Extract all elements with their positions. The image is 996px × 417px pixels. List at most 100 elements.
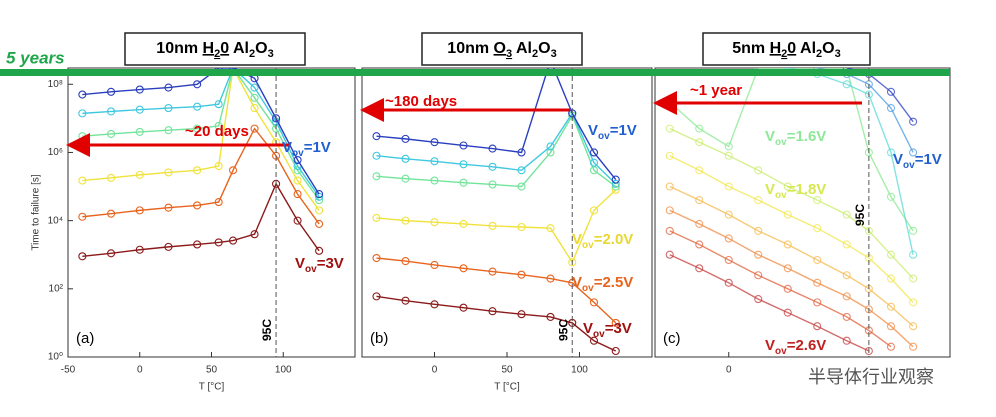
data-point bbox=[193, 166, 202, 175]
title-part: 3 bbox=[268, 48, 274, 60]
data-point bbox=[546, 224, 555, 233]
data-point bbox=[546, 312, 555, 321]
data-point bbox=[517, 166, 526, 175]
title-part: O bbox=[822, 40, 834, 57]
title-part: 0 bbox=[220, 40, 229, 57]
data-point bbox=[813, 298, 822, 307]
panel-label: (c) bbox=[663, 330, 681, 347]
data-point bbox=[250, 83, 259, 92]
data-point bbox=[665, 124, 674, 133]
data-point bbox=[430, 157, 439, 166]
x-tick-label: 100 bbox=[571, 365, 588, 376]
data-point bbox=[611, 175, 620, 184]
data-point bbox=[695, 264, 704, 273]
data-point bbox=[459, 303, 468, 312]
x-tick-label: -50 bbox=[61, 365, 76, 376]
data-point bbox=[589, 336, 599, 345]
data-point bbox=[909, 117, 918, 126]
series-line bbox=[82, 68, 320, 201]
data-point bbox=[135, 127, 144, 136]
data-point bbox=[488, 307, 497, 316]
data-point bbox=[909, 148, 918, 157]
data-point bbox=[517, 182, 526, 191]
data-point bbox=[372, 132, 381, 141]
v-sub: ov bbox=[598, 131, 610, 142]
data-point bbox=[886, 148, 896, 157]
data-point bbox=[754, 295, 763, 304]
reference-label: 95C bbox=[260, 319, 274, 341]
title-part: H bbox=[203, 40, 215, 57]
data-point bbox=[864, 90, 873, 99]
data-point bbox=[517, 222, 526, 232]
v-sub: ov bbox=[775, 137, 787, 148]
series-line bbox=[376, 189, 617, 264]
data-point bbox=[842, 292, 851, 301]
data-point bbox=[813, 278, 822, 287]
series-line bbox=[82, 68, 320, 198]
v-sub: ov bbox=[582, 283, 594, 294]
data-point bbox=[909, 250, 918, 259]
title-box bbox=[702, 32, 871, 66]
data-point bbox=[842, 336, 851, 345]
x-tick-label: 0 bbox=[137, 365, 143, 376]
reference-label: 95C bbox=[853, 204, 867, 226]
data-point bbox=[695, 219, 704, 228]
data-point bbox=[164, 83, 173, 92]
data-point bbox=[695, 138, 704, 147]
series-line bbox=[82, 182, 320, 257]
data-point bbox=[78, 176, 87, 185]
data-point bbox=[665, 182, 674, 191]
data-point bbox=[193, 201, 202, 210]
data-point bbox=[611, 346, 620, 356]
plot-area bbox=[78, 68, 324, 261]
data-point bbox=[754, 166, 763, 175]
x-axis-label: T [°C] bbox=[199, 382, 225, 393]
v: V bbox=[583, 320, 593, 337]
series-line bbox=[376, 114, 617, 188]
data-point bbox=[430, 138, 439, 147]
x-tick-label: 100 bbox=[275, 365, 292, 376]
data-point bbox=[754, 196, 763, 205]
data-point bbox=[107, 209, 116, 218]
x-axis-label: T [°C] bbox=[494, 382, 520, 393]
v: V bbox=[765, 181, 775, 198]
voltage-label: Vov=2.6V bbox=[765, 337, 826, 357]
data-point bbox=[909, 226, 918, 235]
title-part: 3 bbox=[506, 48, 512, 60]
data-point bbox=[78, 252, 87, 261]
y-tick-label: 10⁶ bbox=[48, 147, 63, 158]
data-point bbox=[783, 182, 792, 191]
series-line bbox=[376, 111, 617, 185]
data-point bbox=[315, 219, 324, 228]
data-point bbox=[695, 124, 704, 133]
data-point bbox=[886, 274, 896, 283]
data-point bbox=[315, 246, 324, 255]
v-rest: =2.5V bbox=[594, 274, 634, 291]
data-point bbox=[842, 210, 851, 219]
title-part: Al bbox=[512, 40, 532, 57]
series-line bbox=[376, 257, 617, 324]
data-point bbox=[135, 85, 144, 94]
data-point bbox=[228, 166, 238, 175]
data-point bbox=[546, 148, 555, 157]
v-rest: =3V bbox=[605, 320, 632, 337]
data-point bbox=[193, 240, 202, 249]
data-point bbox=[459, 178, 468, 187]
data-point bbox=[909, 298, 918, 307]
v: V bbox=[588, 122, 598, 139]
v-rest: =1V bbox=[610, 122, 637, 139]
data-point bbox=[783, 308, 792, 317]
data-point bbox=[250, 124, 259, 133]
v-rest: =2.6V bbox=[787, 337, 827, 354]
title-box bbox=[124, 32, 306, 66]
series-line bbox=[376, 68, 617, 181]
data-point bbox=[842, 312, 851, 321]
data-point bbox=[107, 107, 116, 116]
y-tick-label: 10⁴ bbox=[48, 215, 63, 226]
v: V bbox=[765, 337, 775, 354]
data-point bbox=[164, 126, 173, 135]
data-point bbox=[886, 192, 896, 201]
data-point bbox=[724, 142, 733, 151]
voltage-label: Vov=1.8V bbox=[765, 181, 826, 201]
